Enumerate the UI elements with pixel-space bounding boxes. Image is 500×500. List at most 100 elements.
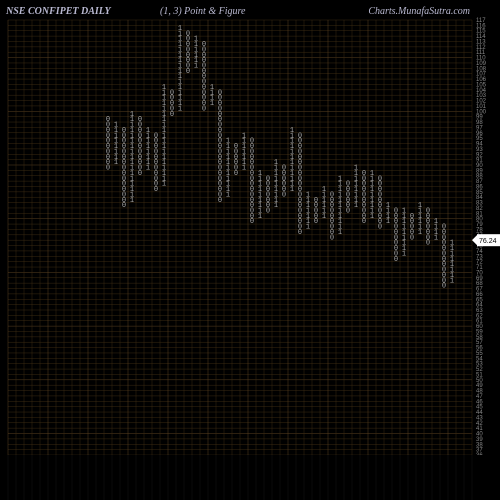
y-axis-label: 38 <box>476 442 483 448</box>
y-axis-label: 45 <box>476 405 483 411</box>
y-axis-label: 93 <box>476 147 483 153</box>
pnf-x-mark: 1 <box>322 186 326 194</box>
y-axis-label: 109 <box>476 61 487 67</box>
pnf-o-mark: 0 <box>106 116 110 124</box>
pnf-o-mark: 0 <box>314 197 318 205</box>
pnf-x-mark: 1 <box>354 165 358 173</box>
y-axis-label: 42 <box>476 421 483 427</box>
pnf-o-mark: 0 <box>282 165 286 173</box>
y-axis-label: 58 <box>476 335 483 341</box>
y-axis-label: 39 <box>476 437 483 443</box>
pnf-o-mark: 0 <box>234 143 238 151</box>
y-axis-label: 71 <box>476 265 483 271</box>
y-axis-label: 79 <box>476 222 483 228</box>
pnf-x-mark: 1 <box>370 170 374 178</box>
pnf-o-mark: 0 <box>266 175 270 183</box>
pnf-o-mark: 0 <box>154 132 158 140</box>
pnf-x-mark: 1 <box>418 202 422 210</box>
pnf-o-mark: 0 <box>378 175 382 183</box>
y-axis-label: 64 <box>476 303 483 309</box>
pnf-x-mark: 1 <box>290 127 294 135</box>
y-axis-label: 57 <box>476 340 483 346</box>
y-axis-label: 112 <box>476 45 486 51</box>
y-axis-label: 116 <box>476 23 486 29</box>
y-axis-label: 98 <box>476 120 483 126</box>
y-axis-label: 97 <box>476 125 483 131</box>
pnf-x-mark: 1 <box>386 202 390 210</box>
pnf-o-mark: 0 <box>138 116 142 124</box>
y-axis-label: 108 <box>476 66 487 72</box>
y-axis-label: 61 <box>476 319 483 325</box>
pnf-x-mark: 1 <box>130 111 134 119</box>
y-axis-label: 69 <box>476 276 483 282</box>
y-axis-label: 92 <box>476 152 483 158</box>
pnf-x-mark: 1 <box>162 84 166 92</box>
y-axis-label: 90 <box>476 163 483 169</box>
pnf-x-mark: 1 <box>338 175 342 183</box>
pnf-x-mark: 1 <box>226 138 230 146</box>
y-axis-label: 105 <box>476 82 487 88</box>
y-axis-label: 68 <box>476 281 483 287</box>
pnf-o-mark: 0 <box>362 170 366 178</box>
pnf-x-mark: 1 <box>258 170 262 178</box>
y-axis-label: 55 <box>476 351 483 357</box>
y-axis-label: 88 <box>476 174 483 180</box>
y-axis-label: 51 <box>476 372 483 378</box>
y-axis-label: 59 <box>476 329 483 335</box>
y-axis-label: 65 <box>476 297 483 303</box>
y-axis-label: 44 <box>476 410 483 416</box>
header-title-right: Charts.MunafaSutra.com <box>368 6 470 17</box>
y-axis-label: 96 <box>476 131 483 137</box>
price-tag-value: 76.24 <box>479 238 497 245</box>
y-axis-label: 53 <box>476 362 483 368</box>
bottom-strip <box>0 455 500 500</box>
pnf-o-mark: 0 <box>442 224 446 232</box>
pnf-o-mark: 0 <box>186 30 190 38</box>
pnf-o-mark: 0 <box>426 207 430 215</box>
pnf-x-mark: 1 <box>306 191 310 199</box>
pnf-o-mark: 0 <box>298 132 302 140</box>
y-axis-label: 100 <box>476 109 487 115</box>
y-axis-label: 72 <box>476 260 483 266</box>
y-axis-label: 87 <box>476 179 483 185</box>
chart-header: NSE CONFIPET DAILY (1, 3) Point & Figure… <box>0 3 500 19</box>
y-axis-label: 41 <box>476 426 483 432</box>
pnf-o-mark: 0 <box>330 191 334 199</box>
pnf-o-mark: 0 <box>170 89 174 97</box>
y-axis-label: 106 <box>476 77 487 83</box>
pnf-o-mark: 0 <box>122 127 126 135</box>
y-axis-label: 114 <box>476 34 486 40</box>
y-axis-label: 46 <box>476 399 483 405</box>
y-axis-label: 85 <box>476 190 483 196</box>
chart-container: NSE CONFIPET DAILY (1, 3) Point & Figure… <box>0 0 500 500</box>
pnf-x-mark: 1 <box>194 36 198 44</box>
y-axis-label: 86 <box>476 184 483 190</box>
pnf-x-mark: 1 <box>210 84 214 92</box>
y-axis-label: 78 <box>476 227 483 233</box>
pnf-o-mark: 0 <box>410 213 414 221</box>
y-axis-label: 67 <box>476 287 483 293</box>
y-axis-label: 60 <box>476 324 483 330</box>
chart-svg: 3637383940414243444546474849505152535455… <box>0 0 500 500</box>
y-axis-label: 47 <box>476 394 483 400</box>
y-axis-label: 95 <box>476 136 483 142</box>
y-axis-label: 81 <box>476 211 483 217</box>
y-axis-label: 48 <box>476 389 483 395</box>
header-title-left: NSE CONFIPET DAILY <box>6 6 111 17</box>
pnf-o-mark: 0 <box>202 41 206 49</box>
pnf-x-mark: 1 <box>402 207 406 215</box>
pnf-o-mark: 0 <box>394 207 398 215</box>
y-axis-label: 66 <box>476 292 483 298</box>
y-axis-label: 80 <box>476 217 483 223</box>
header-title-center: (1, 3) Point & Figure <box>160 6 245 17</box>
y-axis-label: 104 <box>476 88 487 94</box>
pnf-o-mark: 0 <box>218 89 222 97</box>
y-axis-label: 63 <box>476 308 483 314</box>
y-axis-label: 103 <box>476 93 487 99</box>
pnf-o-mark: 0 <box>346 181 350 189</box>
y-axis-label: 74 <box>476 249 483 255</box>
pnf-x-mark: 1 <box>146 127 150 135</box>
y-axis-label: 37 <box>476 448 483 454</box>
y-axis-label: 82 <box>476 206 483 212</box>
y-axis-label: 62 <box>476 313 483 319</box>
